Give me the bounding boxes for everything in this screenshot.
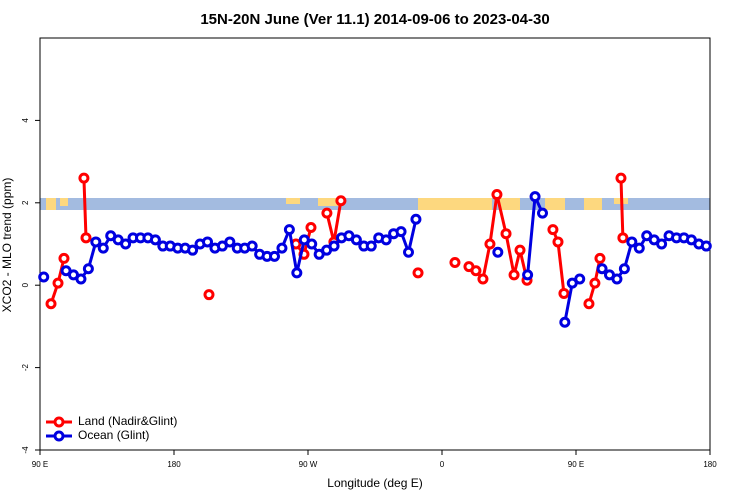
data-point xyxy=(594,252,606,264)
x-tick-label: 90 E xyxy=(32,460,48,469)
data-point xyxy=(52,277,64,289)
x-tick-label: 90 W xyxy=(299,460,318,469)
chart-title: 15N-20N June (Ver 11.1) 2014-09-06 to 20… xyxy=(200,11,549,28)
y-tick-label: 0 xyxy=(21,282,30,287)
data-point xyxy=(522,269,534,281)
x-tick-label: 0 xyxy=(440,460,445,469)
data-point xyxy=(617,232,629,244)
data-point xyxy=(246,240,258,252)
x-tick-label: 90 E xyxy=(568,460,584,469)
data-point xyxy=(615,172,627,184)
legend-label: Land (Nadir&Glint) xyxy=(78,414,177,428)
data-point xyxy=(380,234,392,246)
data-point xyxy=(449,257,461,269)
data-point xyxy=(529,191,541,203)
data-point xyxy=(558,287,570,299)
data-point xyxy=(484,238,496,250)
data-point xyxy=(203,289,215,301)
data-point xyxy=(410,213,422,225)
data-point xyxy=(559,316,571,328)
data-point xyxy=(611,273,623,285)
data-point xyxy=(276,242,288,254)
data-point xyxy=(80,232,92,244)
data-point xyxy=(306,238,318,250)
data-point xyxy=(477,273,489,285)
data-point xyxy=(412,267,424,279)
data-point xyxy=(618,263,630,275)
series-line xyxy=(65,190,707,323)
data-point xyxy=(514,244,526,256)
data-point xyxy=(700,240,712,252)
data-point xyxy=(470,265,482,277)
y-tick-label: -2 xyxy=(21,363,30,371)
x-tick-label: 180 xyxy=(167,460,181,469)
data-point xyxy=(120,238,132,250)
data-point xyxy=(491,189,503,201)
data-point xyxy=(283,224,295,236)
data-point xyxy=(328,240,340,252)
data-point xyxy=(508,269,520,281)
data-point xyxy=(38,271,50,283)
data-point xyxy=(291,267,303,279)
data-point xyxy=(596,263,608,275)
x-axis-label: Longitude (deg E) xyxy=(327,476,422,490)
data-point xyxy=(305,222,317,234)
surface-strip xyxy=(40,198,710,210)
data-point xyxy=(45,298,57,310)
y-tick-label: 2 xyxy=(21,200,30,205)
data-point xyxy=(492,246,504,258)
data-point xyxy=(82,263,94,275)
data-point xyxy=(537,207,548,219)
data-point xyxy=(365,240,377,252)
data-point xyxy=(224,236,236,248)
data-point xyxy=(90,236,102,248)
data-point xyxy=(321,207,333,219)
data-point xyxy=(583,298,595,310)
y-tick-label: 4 xyxy=(21,118,30,123)
data-point xyxy=(335,195,347,207)
data-point xyxy=(395,226,407,238)
data-point xyxy=(403,246,414,258)
data-point xyxy=(187,244,199,256)
data-point xyxy=(202,236,213,248)
x-tick-label: 180 xyxy=(703,460,717,469)
data-point xyxy=(589,277,601,289)
legend-label: Ocean (Glint) xyxy=(78,428,149,442)
data-point xyxy=(58,252,70,264)
data-point xyxy=(500,228,512,240)
legend-marker xyxy=(53,416,65,428)
data-point xyxy=(547,224,559,236)
legend-marker xyxy=(53,430,65,442)
data-point xyxy=(149,234,161,246)
data-point xyxy=(350,234,362,246)
y-axis-label: XCO2 - MLO trend (ppm) xyxy=(0,178,14,313)
data-point xyxy=(78,172,90,184)
data-point xyxy=(552,236,564,248)
data-point xyxy=(633,242,645,254)
data-point xyxy=(75,273,87,285)
data-point xyxy=(626,236,638,248)
y-tick-label: -4 xyxy=(21,446,30,454)
data-point xyxy=(656,238,668,250)
data-point xyxy=(97,242,109,254)
data-point xyxy=(269,250,280,262)
data-point xyxy=(574,273,586,285)
